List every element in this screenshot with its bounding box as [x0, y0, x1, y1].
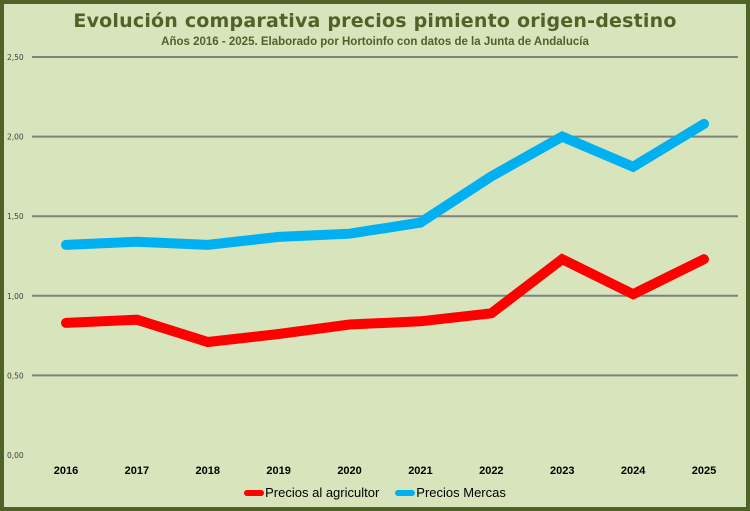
x-tick-label: 2016	[54, 465, 78, 477]
legend-label-agricultor: Precios al agricultor	[265, 485, 380, 500]
y-axis-ticks: 0,00 0,50 1,00 1,50 2,00 2,50	[7, 53, 24, 460]
legend-item-agricultor[interactable]: Precios al agricultor	[244, 485, 379, 500]
x-tick-label: 2017	[125, 465, 149, 477]
y-tick-label: 2,50	[7, 53, 24, 62]
chart-subtitle: Años 2016 - 2025. Elaborado por Hortoinf…	[161, 36, 589, 48]
x-tick-label: 2025	[692, 465, 716, 477]
legend: Precios al agricultor Precios Mercas	[4, 485, 746, 500]
x-tick-label: 2018	[196, 465, 220, 477]
x-tick-label: 2022	[479, 465, 503, 477]
y-tick-label: 1,00	[7, 292, 24, 301]
x-tick-label: 2019	[266, 465, 290, 477]
series-line-agricultor	[61, 253, 709, 348]
series-lines	[61, 118, 709, 348]
legend-label-mercas: Precios Mercas	[416, 485, 506, 500]
gridlines	[32, 56, 738, 377]
x-axis-ticks: 2016 2017 2018 2019 2020 2021 2022 2023 2024 2025	[54, 465, 716, 477]
chart-title: Evolución comparativa precios pimiento o…	[73, 10, 677, 32]
series-line-mercas	[61, 118, 709, 250]
y-tick-label: 0,00	[7, 451, 24, 460]
legend-swatch-mercas	[395, 489, 416, 496]
y-tick-label: 2,00	[7, 133, 24, 142]
legend-swatch-agricultor	[244, 489, 265, 496]
y-tick-label: 0,50	[7, 371, 24, 380]
x-tick-label: 2020	[337, 465, 361, 477]
y-tick-label: 1,50	[7, 212, 24, 221]
plot-area: 0,000,501,001,502,002,50 2016 2017 2018 201…	[7, 53, 738, 477]
legend-item-mercas[interactable]: Precios Mercas	[395, 485, 506, 500]
x-tick-label: 2021	[408, 465, 432, 477]
x-tick-label: 2024	[621, 465, 646, 477]
x-tick-label: 2023	[550, 465, 574, 477]
